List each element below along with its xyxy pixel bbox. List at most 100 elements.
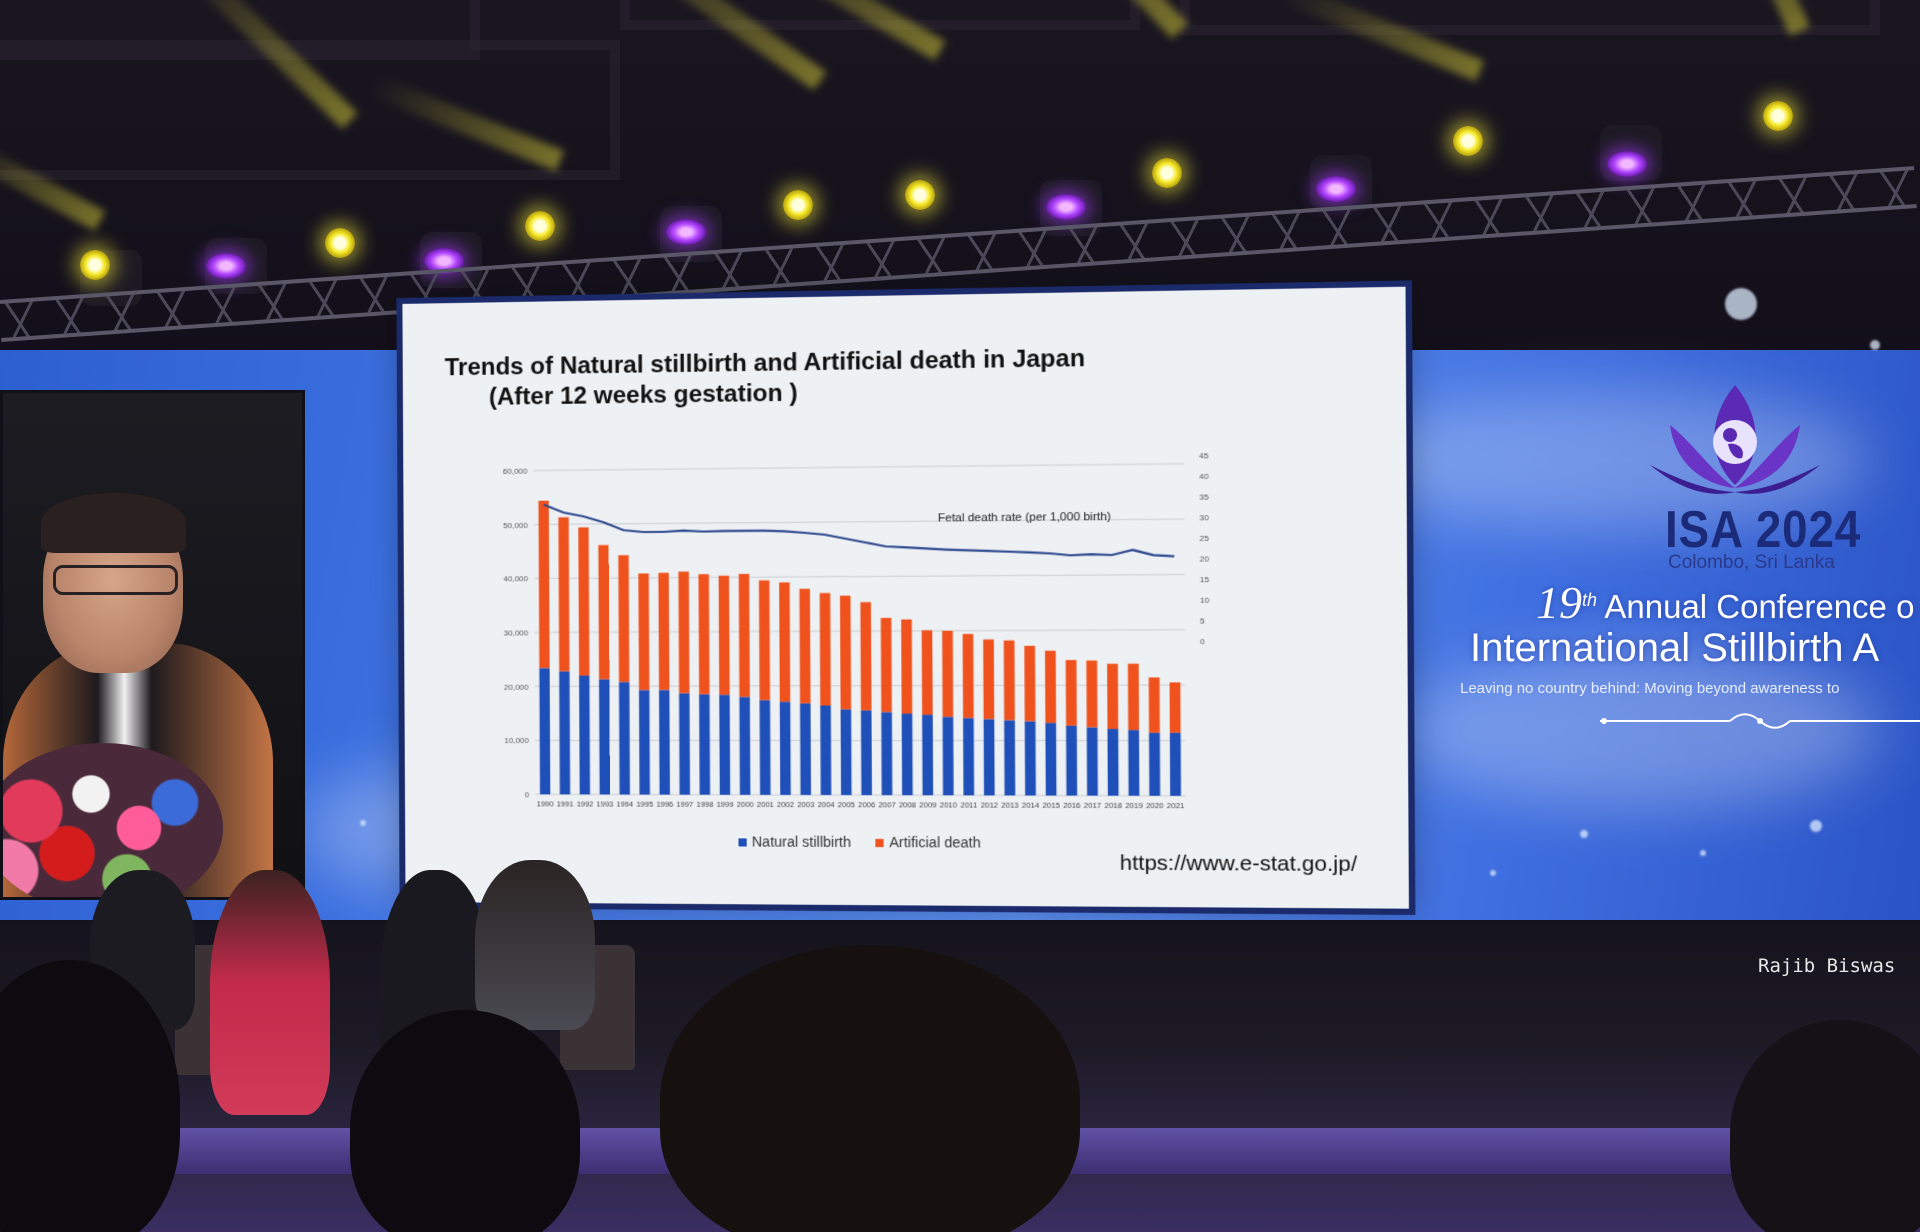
conference-number: 19 — [1536, 577, 1582, 628]
y-right-tick-label: 20 — [1200, 554, 1210, 563]
y-right-tick-label: 35 — [1199, 492, 1209, 501]
bar-artificial-death — [860, 602, 871, 710]
bar-artificial-death — [1066, 660, 1077, 726]
x-tick-label: 1996 — [656, 800, 673, 809]
bar-natural-stillbirth — [1066, 726, 1077, 796]
bar-artificial-death — [678, 572, 689, 694]
bar-artificial-death — [840, 596, 851, 710]
speaker-glasses — [53, 565, 178, 595]
x-tick-label: 2004 — [817, 800, 834, 809]
x-tick-label: 1994 — [616, 800, 633, 809]
x-tick-label: 2006 — [858, 800, 875, 809]
bar-natural-stillbirth — [1149, 733, 1160, 796]
bar-natural-stillbirth — [659, 690, 670, 795]
x-tick-label: 2002 — [777, 800, 794, 809]
bar-artificial-death — [719, 576, 730, 695]
bar-natural-stillbirth — [1128, 730, 1139, 796]
bar-artificial-death — [1149, 677, 1160, 732]
bar-artificial-death — [1024, 646, 1035, 721]
isa-logo-text: ISA 2024 — [1665, 500, 1861, 560]
panelist — [475, 860, 595, 1030]
source-url: https://www.e-stat.go.jp/ — [1120, 851, 1357, 877]
panelist — [210, 870, 330, 1115]
y-right-tick-label: 40 — [1199, 472, 1209, 481]
yellow-spotlight — [525, 211, 555, 241]
bar-artificial-death — [983, 639, 994, 719]
bar-artificial-death — [1128, 664, 1139, 730]
bar-natural-stillbirth — [1087, 727, 1098, 795]
x-tick-label: 2019 — [1125, 801, 1143, 810]
bar-artificial-death — [1107, 664, 1118, 729]
yellow-spotlight — [325, 228, 355, 258]
stillbirth-chart: 010,00020,00030,00040,00050,00060,000051… — [483, 445, 1239, 838]
ornament-divider-icon — [1600, 712, 1920, 730]
bar-natural-stillbirth — [984, 719, 995, 795]
bar-artificial-death — [1086, 660, 1097, 727]
y-right-tick-label: 30 — [1199, 513, 1209, 522]
x-tick-label: 1993 — [596, 799, 613, 808]
bar-artificial-death — [598, 545, 609, 679]
bar-natural-stillbirth — [1170, 733, 1181, 796]
x-tick-label: 2015 — [1042, 801, 1060, 810]
sparkle — [1870, 340, 1880, 350]
speaker-hair — [41, 493, 186, 553]
bar-artificial-death — [759, 580, 770, 700]
yellow-spotlight — [80, 250, 110, 280]
bar-artificial-death — [901, 619, 912, 713]
sparkle — [1580, 830, 1588, 838]
y-tick-label: 50,000 — [503, 521, 528, 530]
bar-natural-stillbirth — [943, 717, 954, 795]
y-right-tick-label: 25 — [1199, 534, 1209, 543]
y-right-tick-label: 10 — [1200, 596, 1210, 605]
speaker-video-screen — [0, 390, 305, 900]
x-tick-label: 2007 — [878, 800, 895, 809]
conference-branding: ISA 2024 Colombo, Sri Lanka 19th Annual … — [1460, 380, 1920, 780]
legend-item-natural: Natural stillbirth — [738, 833, 851, 850]
legend-swatch-artificial — [876, 839, 884, 847]
bar-natural-stillbirth — [760, 700, 771, 795]
purple-spotlight — [666, 219, 706, 245]
conference-tagline: Leaving no country behind: Moving beyond… — [1460, 680, 1839, 697]
yellow-spotlight — [1763, 101, 1793, 131]
bar-artificial-death — [922, 630, 933, 714]
purple-spotlight — [1046, 194, 1086, 220]
bar-artificial-death — [578, 527, 589, 675]
x-tick-label: 2021 — [1167, 801, 1185, 810]
y-tick-label: 10,000 — [504, 736, 529, 745]
x-tick-label: 1998 — [696, 800, 713, 809]
conference-line1: 19th Annual Conference o — [1536, 576, 1914, 629]
bar-natural-stillbirth — [1107, 729, 1118, 796]
conference-line2: International Stillbirth A — [1470, 626, 1879, 671]
x-tick-label: 2009 — [919, 800, 936, 809]
bar-artificial-death — [618, 555, 629, 682]
bar-natural-stillbirth — [820, 705, 831, 795]
bar-artificial-death — [799, 589, 810, 704]
presentation-slide: Trends of Natural stillbirth and Artific… — [396, 280, 1415, 915]
x-tick-label: 1999 — [717, 800, 734, 809]
bar-artificial-death — [820, 593, 831, 705]
y-right-tick-label: 5 — [1200, 616, 1205, 625]
bar-artificial-death — [881, 618, 892, 712]
x-tick-label: 2011 — [960, 800, 977, 809]
x-tick-label: 1991 — [557, 799, 574, 808]
slide-title: Trends of Natural stillbirth and Artific… — [445, 344, 1086, 414]
x-tick-label: 2016 — [1063, 801, 1081, 810]
bar-natural-stillbirth — [800, 703, 811, 795]
bar-artificial-death — [1170, 682, 1181, 732]
bar-natural-stillbirth — [1004, 720, 1015, 795]
bar-artificial-death — [538, 501, 549, 668]
x-tick-label: 1997 — [676, 800, 693, 809]
y-right-tick-label: 15 — [1200, 575, 1210, 584]
bar-natural-stillbirth — [619, 682, 630, 795]
bar-natural-stillbirth — [902, 714, 913, 796]
legend-label-natural: Natural stillbirth — [752, 833, 851, 850]
sparkle — [360, 820, 366, 826]
yellow-spotlight — [783, 190, 813, 220]
bar-natural-stillbirth — [861, 710, 872, 795]
bar-natural-stillbirth — [559, 671, 570, 794]
bar-natural-stillbirth — [963, 718, 974, 795]
x-tick-label: 2003 — [797, 800, 814, 809]
bar-natural-stillbirth — [841, 709, 852, 795]
x-tick-label: 1990 — [537, 799, 554, 808]
fetal-death-rate-line — [544, 499, 1175, 561]
